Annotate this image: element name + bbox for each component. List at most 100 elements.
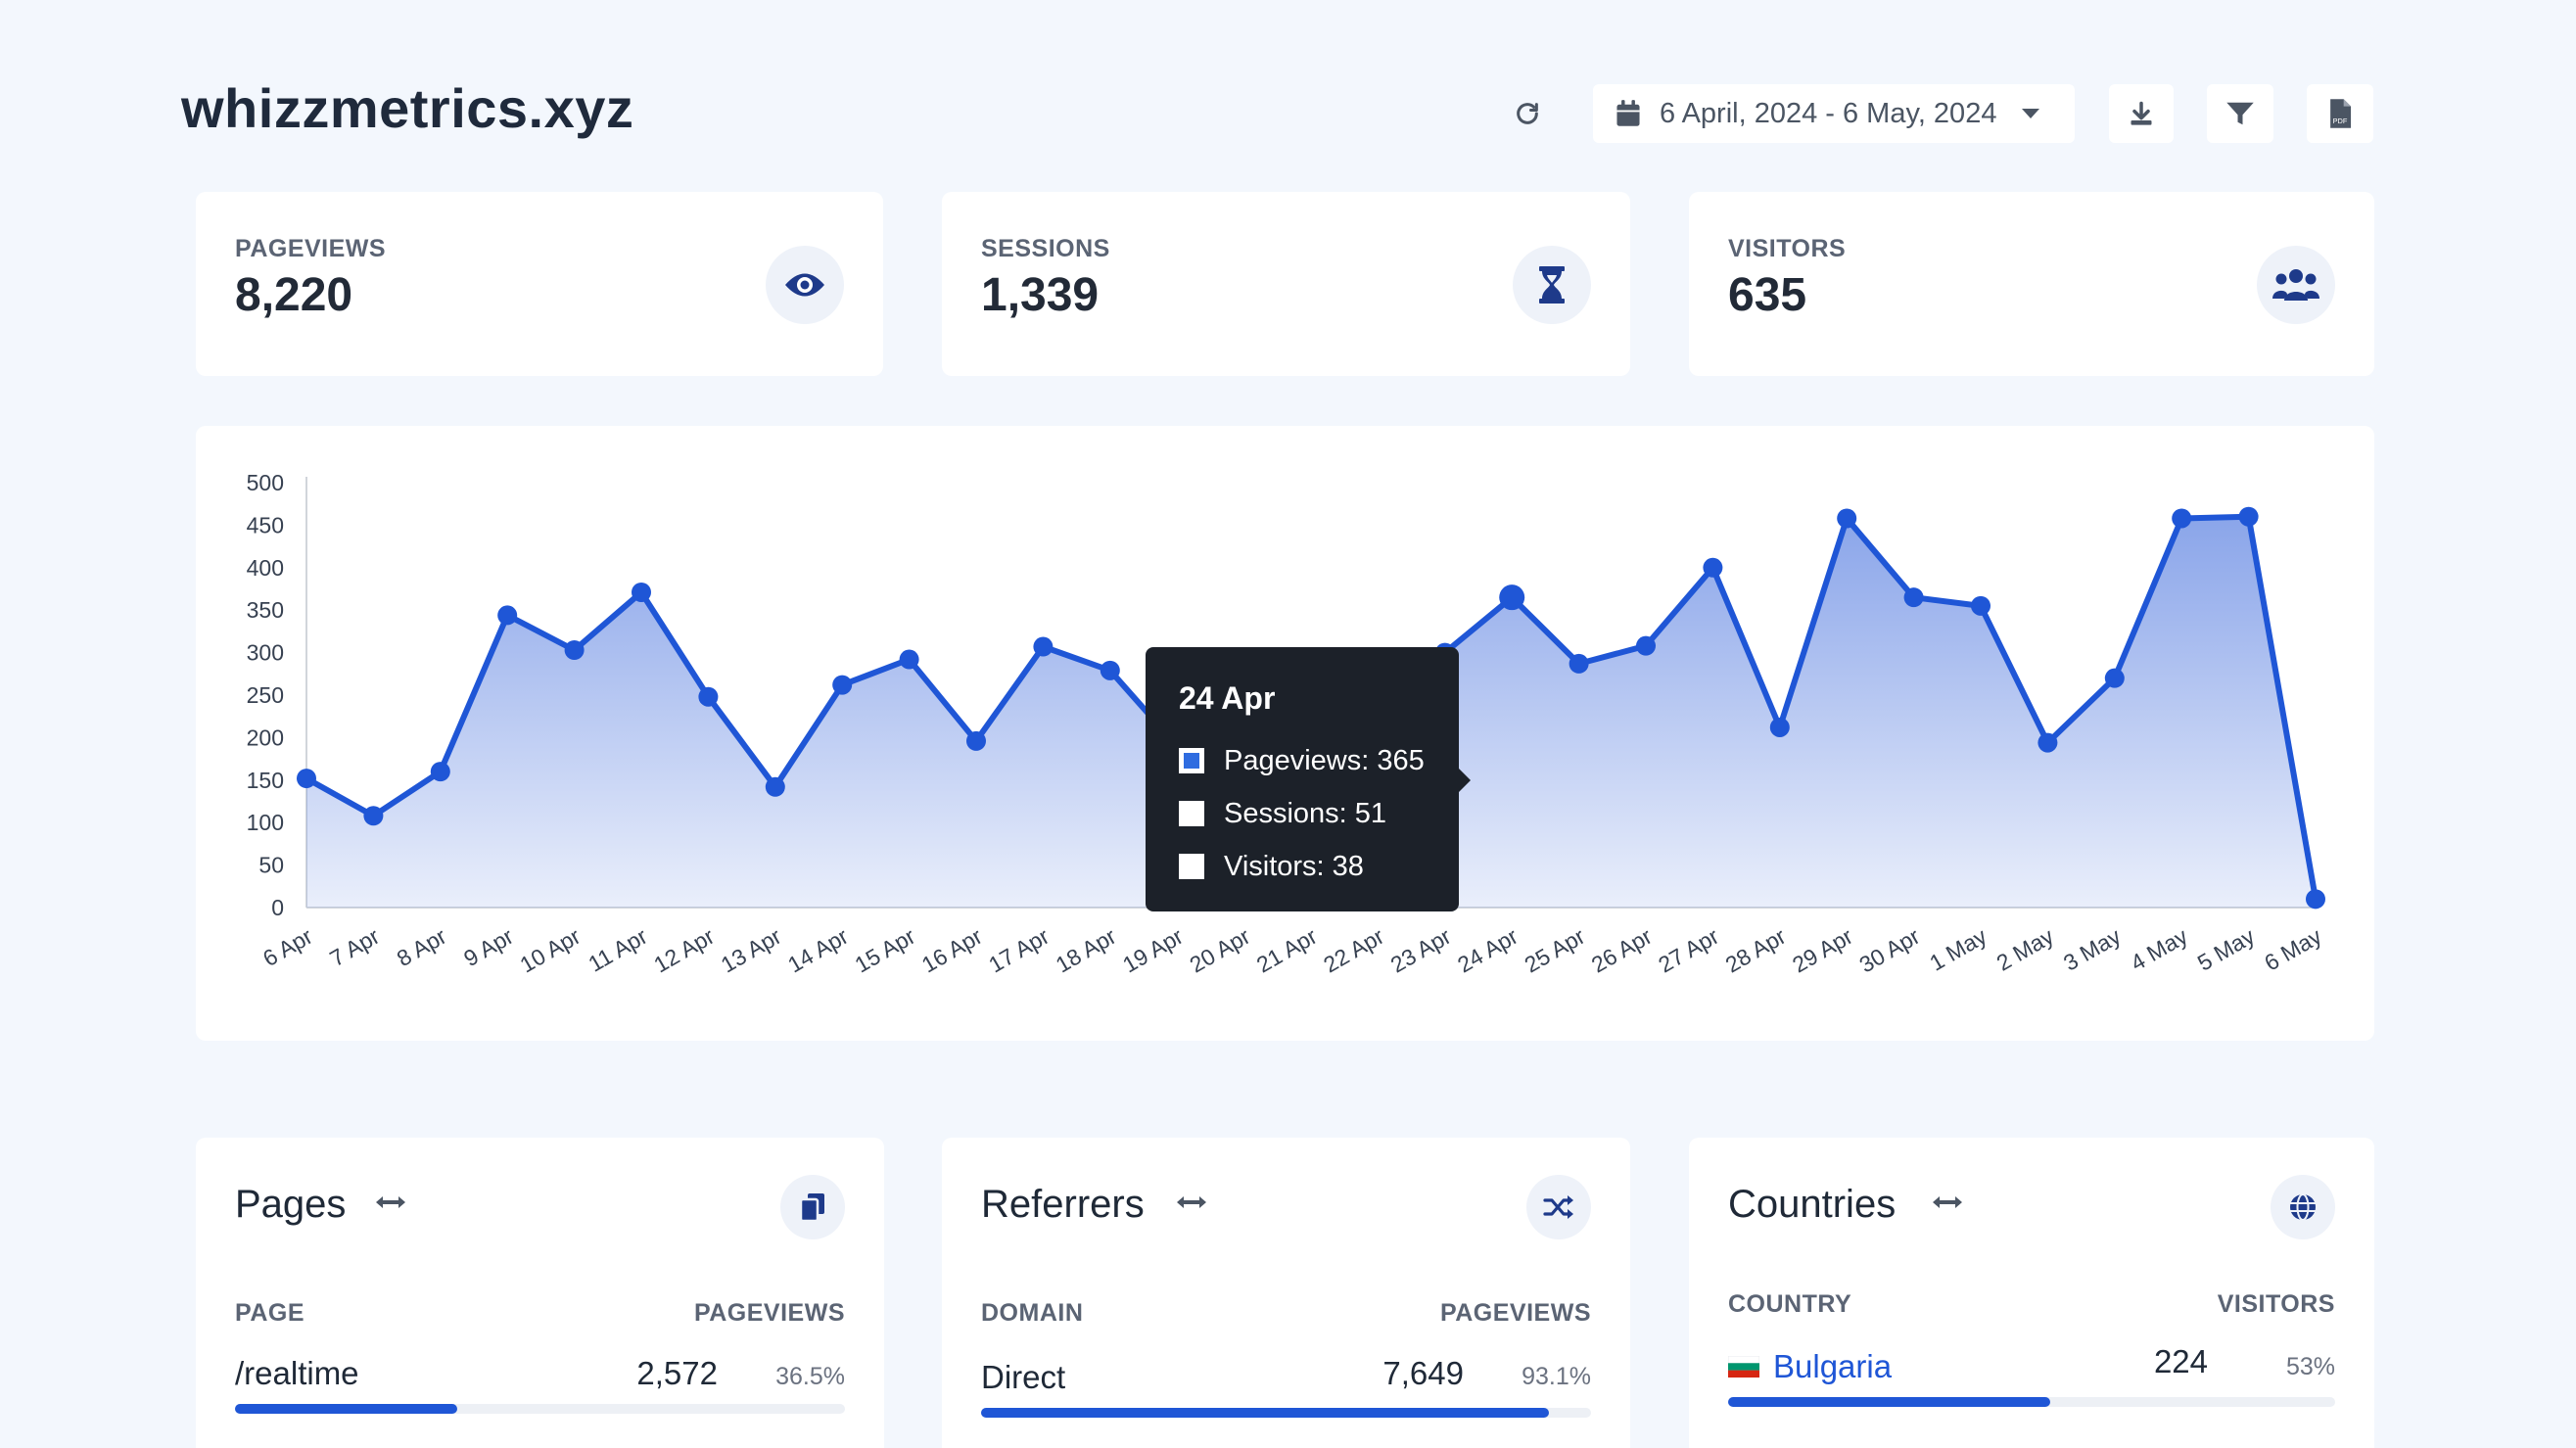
x-tick-label: 6 Apr (258, 923, 317, 972)
pageviews-card: PAGEVIEWS 8,220 (196, 192, 883, 376)
y-tick-label: 50 (258, 853, 284, 878)
pages-col-page: PAGE (235, 1299, 304, 1327)
pages-row-bar-fill (235, 1404, 458, 1414)
data-point[interactable] (297, 769, 316, 789)
x-tick-label: 14 Apr (783, 923, 853, 978)
pageviews-value: 8,220 (235, 269, 353, 321)
data-point[interactable] (363, 806, 384, 826)
date-range-picker[interactable]: 6 April, 2024 - 6 May, 2024 (1593, 84, 2075, 143)
download-icon (2131, 101, 2152, 125)
countries-row[interactable]: Bulgaria (1728, 1348, 1892, 1385)
copy-icon[interactable] (780, 1175, 845, 1239)
data-point[interactable] (1569, 653, 1589, 674)
x-tick-label: 15 Apr (851, 923, 920, 978)
data-point[interactable] (430, 762, 450, 782)
data-point[interactable] (899, 649, 919, 670)
visitors-swatch (1179, 854, 1204, 879)
pages-title: Pages (235, 1183, 347, 1226)
countries-title: Countries (1728, 1183, 1897, 1226)
x-tick-label: 22 Apr (1319, 923, 1388, 978)
pages-col-pageviews: PAGEVIEWS (693, 1299, 845, 1327)
refresh-button[interactable] (1498, 84, 1557, 143)
caret-down-icon (2022, 109, 2040, 118)
x-tick-label: 10 Apr (516, 923, 585, 978)
pages-row-name[interactable]: /realtime (235, 1355, 359, 1391)
swap-icon[interactable] (1931, 1194, 1964, 1210)
x-tick-label: 25 Apr (1521, 923, 1590, 978)
pageviews-swatch (1179, 748, 1204, 773)
x-tick-label: 11 Apr (584, 923, 651, 977)
date-range-label: 6 April, 2024 - 6 May, 2024 (1660, 97, 1997, 129)
x-tick-label: 20 Apr (1186, 923, 1255, 978)
swap-icon[interactable] (374, 1194, 407, 1210)
pdf-export-button[interactable]: PDF (2307, 84, 2373, 143)
data-point[interactable] (2306, 889, 2325, 910)
data-point[interactable] (2172, 508, 2192, 529)
x-tick-label: 1 May (1925, 923, 1991, 976)
data-point[interactable] (1100, 660, 1120, 680)
countries-col-visitors: VISITORS (2217, 1290, 2335, 1318)
data-point[interactable] (2037, 732, 2058, 753)
calendar-icon (1616, 100, 1640, 126)
data-point[interactable] (1033, 636, 1054, 657)
pages-row-pct: 36.5% (775, 1363, 845, 1390)
data-point[interactable] (966, 730, 986, 751)
globe-icon[interactable] (2271, 1175, 2335, 1239)
sessions-label: SESSIONS (981, 235, 1110, 262)
referrers-row-bar-fill (981, 1408, 1549, 1418)
tooltip-row-visitors: Visitors: 38 (1179, 840, 1459, 893)
data-point[interactable] (1769, 717, 1790, 737)
data-point[interactable] (2238, 506, 2259, 527)
data-point[interactable] (1971, 595, 1991, 616)
data-point[interactable] (698, 686, 719, 707)
x-tick-label: 29 Apr (1788, 923, 1857, 978)
data-point[interactable] (832, 675, 853, 695)
referrers-row-pct: 93.1% (1522, 1363, 1591, 1390)
data-point[interactable] (2104, 668, 2125, 688)
filter-button[interactable] (2207, 84, 2273, 143)
pages-card: Pages PAGE PAGEVIEWS /realtime 2,572 36.… (196, 1138, 884, 1448)
data-point[interactable] (497, 605, 518, 626)
sessions-value: 1,339 (981, 269, 1100, 321)
swap-icon[interactable] (1175, 1194, 1208, 1210)
y-tick-label: 0 (271, 895, 284, 920)
data-point[interactable] (1636, 635, 1656, 656)
x-tick-label: 27 Apr (1654, 923, 1723, 978)
pageviews-label: PAGEVIEWS (235, 235, 387, 262)
data-point[interactable] (765, 776, 785, 797)
shuffle-icon[interactable] (1526, 1175, 1591, 1239)
x-tick-label: 26 Apr (1587, 923, 1657, 978)
visitors-label: VISITORS (1728, 235, 1847, 262)
referrers-title: Referrers (981, 1183, 1145, 1226)
sessions-card: SESSIONS 1,339 (942, 192, 1630, 376)
download-button[interactable] (2109, 84, 2174, 143)
x-tick-label: 21 Apr (1252, 923, 1322, 978)
countries-row-pct: 53% (2285, 1353, 2335, 1380)
x-tick-label: 7 Apr (325, 923, 384, 972)
users-icon (2257, 246, 2335, 324)
x-tick-label: 9 Apr (459, 923, 518, 972)
data-point[interactable] (1903, 587, 1924, 608)
tooltip-pageviews: Pageviews: 365 (1224, 744, 1425, 776)
eye-icon (766, 246, 844, 324)
chart-tooltip: 24 Apr Pageviews: 365 Sessions: 51 Visit… (1146, 647, 1471, 911)
countries-row-name[interactable]: Bulgaria (1773, 1348, 1893, 1384)
tooltip-date: 24 Apr (1179, 680, 1276, 716)
sessions-swatch (1179, 801, 1204, 826)
x-tick-label: 18 Apr (1052, 923, 1121, 978)
y-tick-label: 100 (247, 810, 284, 835)
data-point[interactable] (1837, 508, 1857, 529)
x-tick-label: 16 Apr (917, 923, 987, 978)
data-point[interactable] (1499, 584, 1525, 611)
data-point[interactable] (564, 639, 585, 660)
tooltip-sessions: Sessions: 51 (1224, 797, 1387, 829)
data-point[interactable] (1703, 557, 1723, 578)
data-point[interactable] (632, 582, 651, 602)
referrers-row-name[interactable]: Direct (981, 1359, 1066, 1395)
y-tick-label: 150 (247, 768, 284, 793)
pdf-icon: PDF (2330, 99, 2352, 128)
x-tick-label: 28 Apr (1721, 923, 1791, 978)
countries-col-country: COUNTRY (1728, 1290, 1852, 1318)
referrers-row-bar (981, 1408, 1591, 1418)
bulgaria-flag-icon (1728, 1356, 1759, 1378)
